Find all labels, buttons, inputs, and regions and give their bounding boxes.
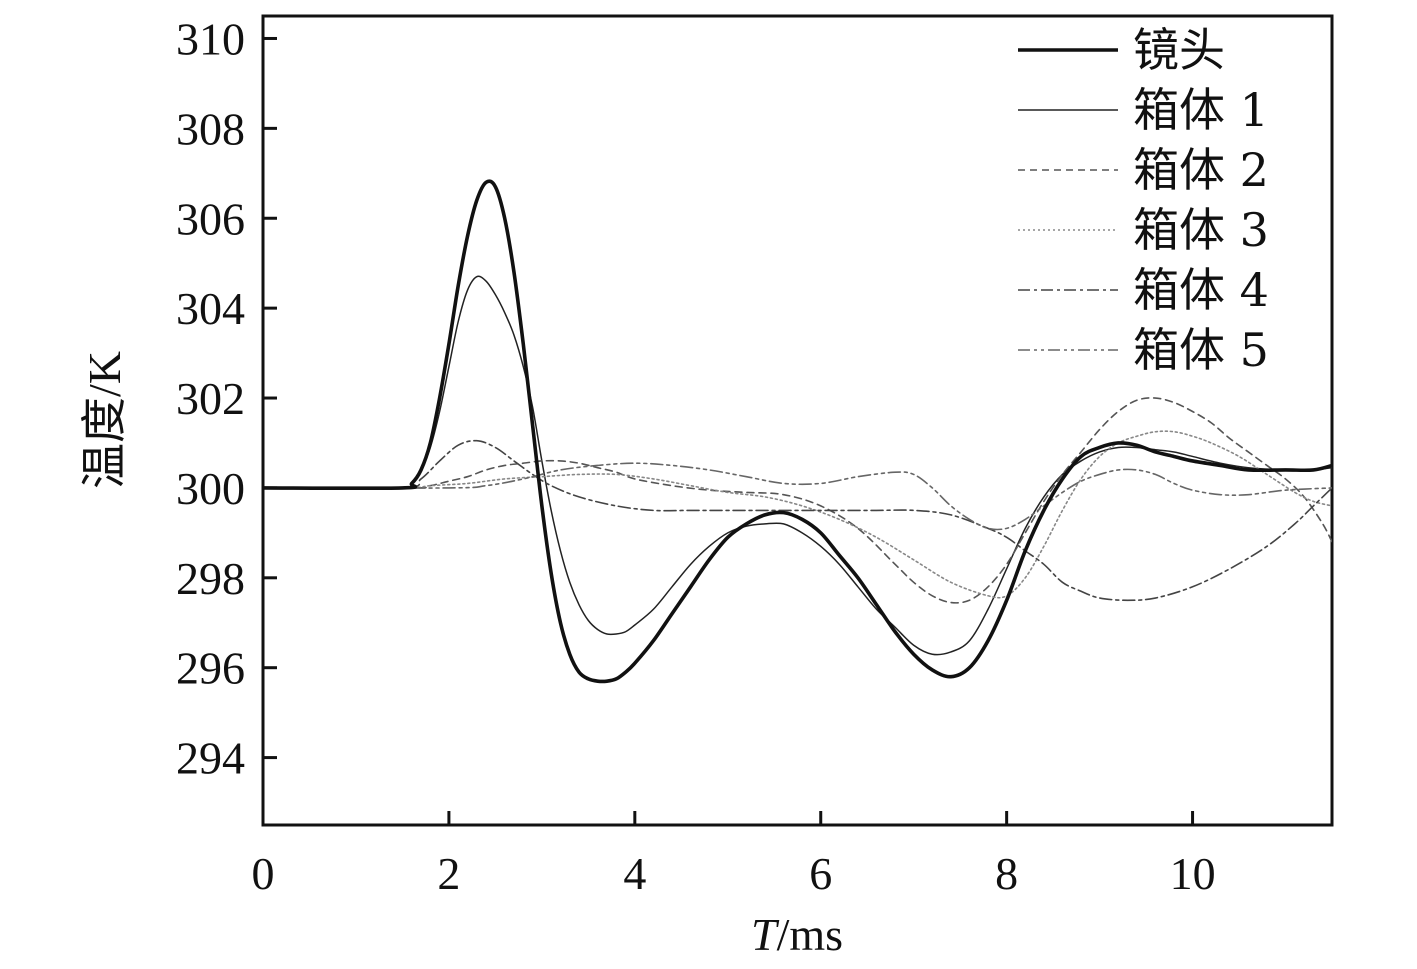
legend-label: 镜头 [1133,23,1225,77]
x-tick-label: 0 [252,848,275,899]
y-tick-label: 308 [176,103,245,154]
series-line-3 [263,397,1332,604]
legend-label: 箱体 2 [1133,143,1269,197]
series-line-4 [263,430,1332,599]
y-tick-label: 302 [176,373,245,424]
y-tick-label: 310 [176,13,245,64]
series-line-1 [263,179,1332,684]
y-tick-label: 306 [176,193,245,244]
y-tick-label: 298 [176,553,245,604]
plot-frame [261,14,1334,827]
series-layer [263,179,1332,684]
x-tick-label: 4 [623,848,646,899]
legend-label: 箱体 4 [1133,263,1269,317]
y-tick-label: 300 [176,463,245,514]
legend-label: 箱体 5 [1133,323,1269,377]
series-line-6 [263,462,1332,531]
y-axis-title: 温度/K [79,351,130,489]
x-tick-label: 10 [1170,848,1216,899]
x-axis-title-unit: /ms [777,909,843,960]
y-tick-label: 304 [176,283,245,334]
x-tick-label: 6 [809,848,832,899]
y-tick-label: 294 [176,733,245,784]
series-line-2 [263,275,1332,656]
x-tick-label: 8 [995,848,1018,899]
y-tick-label: 296 [176,643,245,694]
y-axis-ticks: 294 296 298 300 302 304 306 308 310 [176,13,277,784]
x-axis-title-symbol: T [751,909,780,960]
x-tick-label: 2 [437,848,460,899]
legend-label: 箱体 3 [1133,203,1269,257]
x-axis-ticks: 0 2 4 6 8 10 [252,811,1216,899]
x-axis-title: T/ms [751,909,843,960]
series-line-5 [263,439,1332,602]
legend-label: 箱体 1 [1133,83,1269,137]
